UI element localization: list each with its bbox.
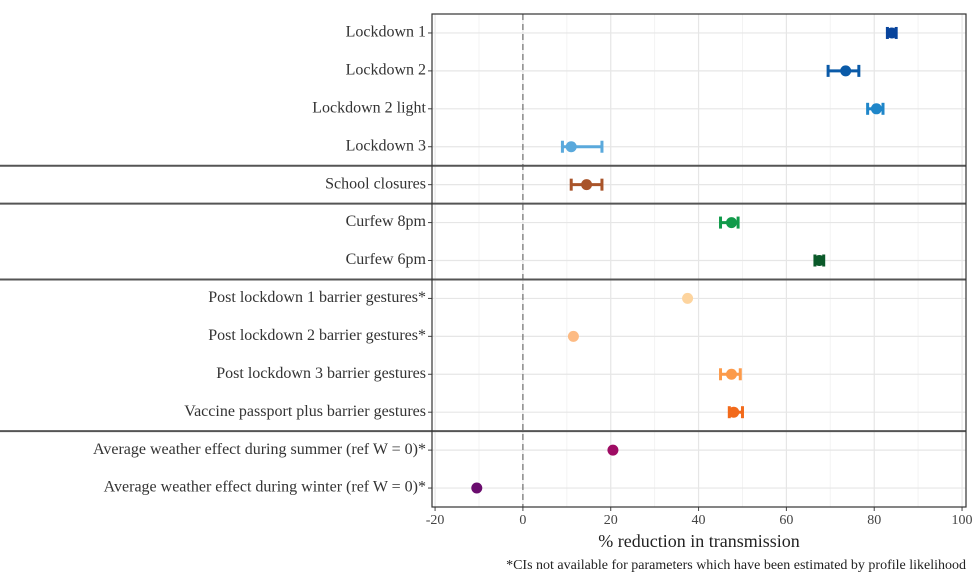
x-tick-label: 20 — [604, 513, 618, 528]
x-axis-label: % reduction in transmission — [598, 531, 799, 551]
plot-border — [431, 13, 967, 508]
y-tick-label: Average weather effect during winter (re… — [104, 479, 426, 496]
point — [870, 103, 882, 115]
x-tick-label: 40 — [692, 513, 706, 528]
y-tick-label: Lockdown 1 — [346, 24, 426, 41]
y-tick-label: School closures — [325, 175, 426, 192]
point — [471, 482, 483, 494]
point — [581, 179, 593, 191]
x-tick-label: 100 — [952, 513, 973, 528]
y-tick-label: Post lockdown 3 barrier gestures — [216, 365, 426, 382]
y-tick-label: Lockdown 2 — [346, 62, 426, 79]
point — [567, 330, 579, 342]
y-tick-label: Lockdown 2 light — [312, 99, 426, 116]
point — [840, 65, 852, 77]
point — [725, 217, 737, 229]
y-tick-label: Vaccine passport plus barrier gestures — [184, 403, 426, 420]
caption: *CIs not available for parameters which … — [506, 558, 966, 573]
x-tick-label: 60 — [779, 513, 793, 528]
y-tick-label: Average weather effect during summer (re… — [93, 441, 426, 458]
point — [886, 27, 898, 39]
x-tick-label: -20 — [426, 513, 445, 528]
y-tick-label: Post lockdown 1 barrier gestures* — [208, 289, 426, 306]
point — [728, 406, 740, 418]
point — [607, 444, 619, 456]
y-tick-label: Curfew 6pm — [346, 251, 427, 268]
point — [813, 255, 825, 266]
y-tick-label: Post lockdown 2 barrier gestures* — [208, 327, 426, 344]
x-tick-label: 80 — [867, 513, 881, 528]
point — [682, 292, 694, 304]
point — [725, 368, 737, 380]
y-tick-label: Curfew 8pm — [346, 213, 427, 230]
x-tick-label: 0 — [519, 513, 526, 528]
y-tick-label: Lockdown 3 — [346, 137, 426, 154]
point — [565, 141, 577, 153]
